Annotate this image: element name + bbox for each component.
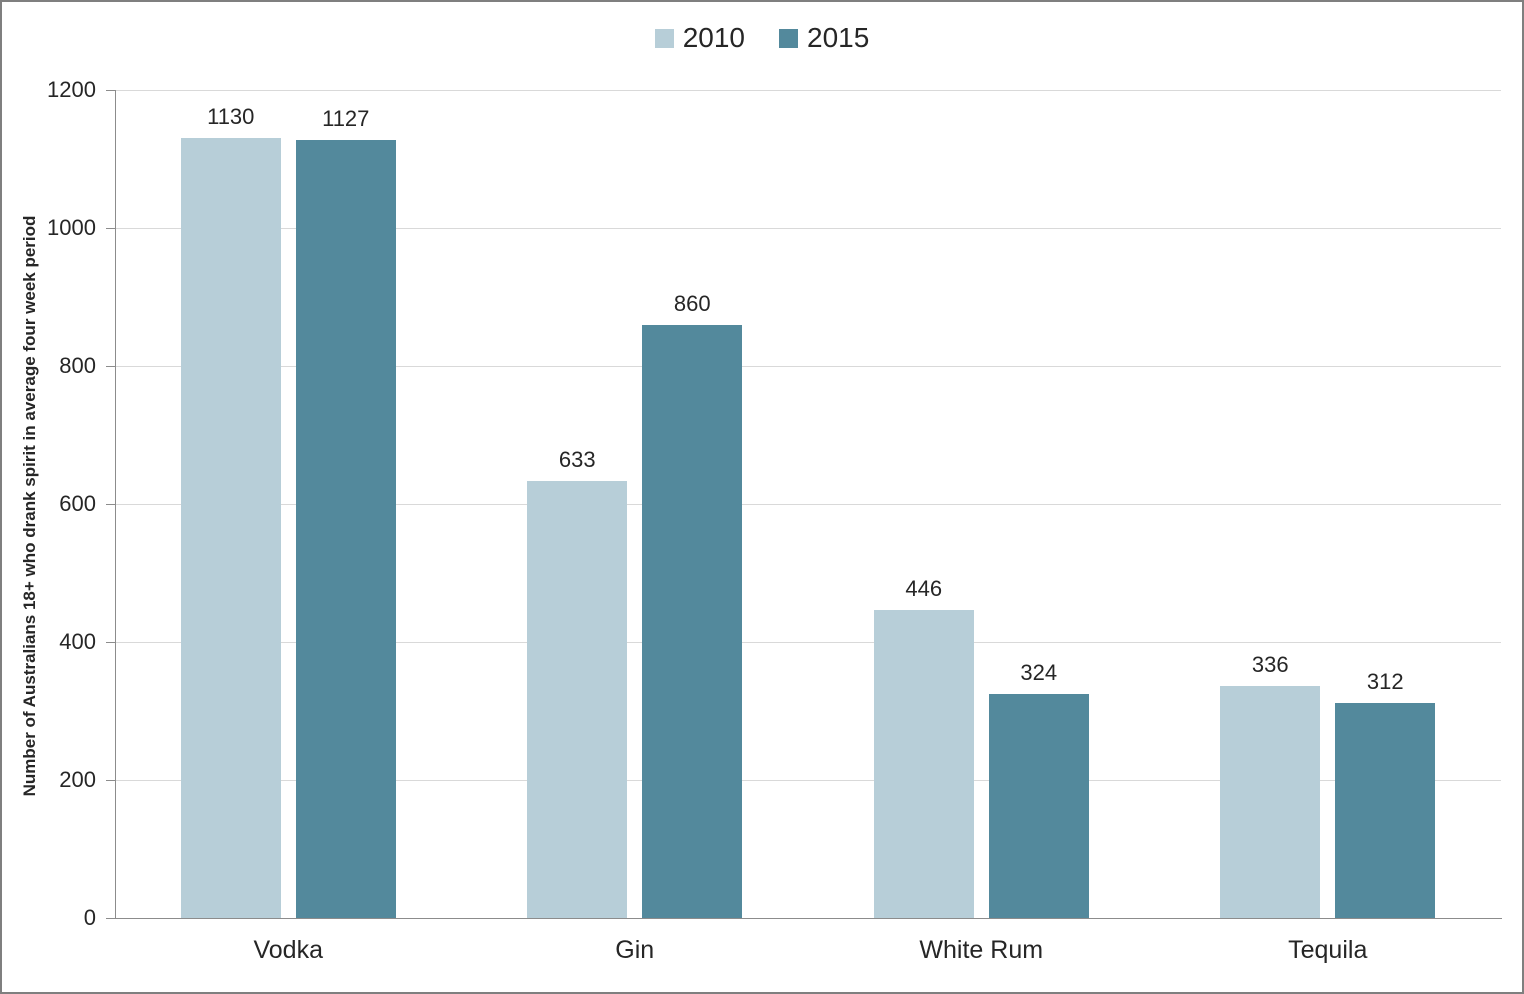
plot-area: 1130 1127 633 860 446 324 336 312: [115, 90, 1501, 918]
y-tick-mark-1000: [106, 228, 115, 229]
gridline-1000: [115, 228, 1501, 229]
legend-swatch-2015: [779, 28, 798, 48]
bar-group-white-rum: 446 324: [808, 90, 1155, 918]
gridline-400: [115, 642, 1501, 643]
gridline-1200: [115, 90, 1501, 91]
y-tick-label-400: 400: [59, 629, 96, 654]
y-tick-mark-600: [106, 504, 115, 505]
bar-2015-vodka: 1127: [295, 106, 396, 918]
bar-group-tequila: 336 312: [1155, 90, 1502, 918]
category-label-tequila: Tequila: [1288, 936, 1368, 964]
gridline-600: [115, 504, 1501, 505]
bar-value-label: 446: [905, 576, 943, 602]
bar-2010-tequila: 336: [1220, 652, 1321, 918]
y-tick-label-800: 800: [59, 353, 96, 378]
bar-value-label: 312: [1366, 668, 1404, 694]
bar-2015-white-rum: 324: [988, 660, 1089, 918]
x-axis-line: [106, 918, 1502, 919]
y-tick-label-1200: 1200: [47, 77, 96, 102]
legend-item-2010: 2010: [654, 22, 745, 54]
bar-value-label: 1127: [322, 106, 370, 132]
bar-2010-vodka: 1130: [180, 104, 281, 918]
x-axis-category-labels: Vodka Gin White Rum Tequila: [115, 936, 1501, 965]
bar-group-gin: 633 860: [462, 90, 809, 918]
y-tick-mark-800: [106, 366, 115, 367]
legend-label-2010: 2010: [682, 22, 745, 53]
category-label-white-rum: White Rum: [919, 936, 1044, 964]
gridline-800: [115, 366, 1501, 367]
y-tick-label-600: 600: [59, 491, 96, 516]
legend-swatch-2010: [654, 28, 674, 48]
bar-value-label: 860: [673, 290, 711, 316]
bar-2010-gin: 633: [527, 447, 628, 918]
bar-group-vodka: 1130 1127: [115, 90, 462, 918]
gridline-200: [115, 780, 1501, 781]
category-label-gin: Gin: [615, 936, 655, 964]
legend-item-2015: 2015: [779, 22, 869, 54]
legend: 2010 2015: [2, 22, 1522, 54]
y-tick-label-200: 200: [59, 767, 96, 792]
y-tick-label-0: 0: [83, 905, 96, 930]
bar-2015-tequila: 312: [1335, 669, 1436, 918]
bar-value-label: 336: [1251, 652, 1289, 678]
bar-2015-gin: 860: [642, 291, 743, 918]
bar-value-label: 324: [1020, 660, 1058, 686]
y-tick-mark-1200: [106, 90, 115, 91]
bar-value-label: 633: [558, 447, 596, 473]
legend-label-2015: 2015: [807, 22, 870, 53]
category-label-vodka: Vodka: [253, 936, 323, 964]
y-tick-label-1000: 1000: [47, 215, 96, 240]
y-axis-line: [115, 90, 116, 919]
bar-groups: 1130 1127 633 860 446 324 336 312: [115, 90, 1501, 918]
bar-2010-white-rum: 446: [873, 576, 974, 918]
y-tick-mark-0: [106, 918, 115, 919]
bar-value-label: 1130: [207, 104, 255, 130]
y-tick-mark-200: [106, 780, 115, 781]
y-tick-mark-400: [106, 642, 115, 643]
